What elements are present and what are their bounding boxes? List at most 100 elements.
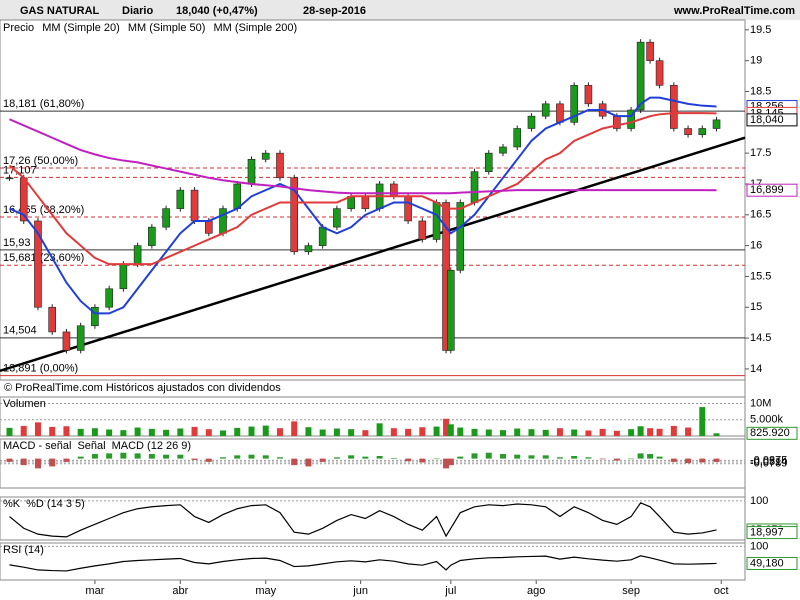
macd-bar bbox=[405, 458, 412, 462]
volume-bar bbox=[177, 428, 184, 436]
macd-bar bbox=[685, 458, 692, 464]
candle bbox=[627, 109, 635, 129]
legend-entry: MM (Simple 50) bbox=[128, 22, 206, 34]
volume-bar bbox=[499, 430, 506, 436]
macd-bar bbox=[656, 456, 663, 459]
macd-bar bbox=[699, 458, 706, 463]
level-label: 16,465 (38,20%) bbox=[3, 204, 84, 216]
macd-bar bbox=[390, 457, 397, 459]
candle bbox=[484, 152, 493, 172]
candle bbox=[513, 128, 522, 148]
panel-last-label: 825.920 bbox=[750, 427, 790, 439]
macd-bar bbox=[542, 455, 549, 459]
macd-bar bbox=[106, 453, 113, 459]
macd-bar bbox=[556, 457, 563, 459]
macd-bar bbox=[262, 455, 269, 459]
candle bbox=[318, 226, 327, 246]
last-label-box bbox=[746, 183, 798, 197]
macd-bar bbox=[443, 458, 450, 469]
macd-bar bbox=[134, 453, 141, 459]
ma-line bbox=[9, 96, 717, 315]
macd-bar bbox=[433, 458, 440, 460]
candle bbox=[527, 115, 536, 129]
volume-bar bbox=[333, 428, 340, 436]
panel-tick-label: -0,0514 bbox=[750, 456, 787, 468]
level-label: 13,891 (0,00%) bbox=[3, 363, 78, 375]
macd-bar bbox=[362, 456, 369, 459]
x-tick-label: sep bbox=[622, 585, 640, 597]
candle bbox=[119, 263, 128, 290]
indicator-line bbox=[9, 555, 717, 572]
y-tick-label: 14 bbox=[750, 363, 762, 375]
volume-bar bbox=[276, 428, 283, 436]
macd-bar bbox=[191, 458, 198, 460]
legend-entry: MM (Simple 200) bbox=[213, 22, 297, 34]
trend-line bbox=[0, 136, 746, 372]
y-tick-label: 15.5 bbox=[750, 270, 771, 282]
macd-bar bbox=[670, 458, 677, 462]
candle bbox=[361, 196, 370, 209]
panel-tick-label: 100 bbox=[750, 540, 768, 552]
ma-line bbox=[8, 112, 717, 266]
volume-bar bbox=[699, 407, 706, 436]
volume-bar bbox=[443, 418, 450, 436]
panel-tick-label: -0,0275 bbox=[750, 454, 787, 466]
candle bbox=[76, 325, 85, 351]
indicator-line bbox=[9, 502, 717, 538]
macd-bar bbox=[120, 452, 127, 459]
volume-bar bbox=[514, 428, 521, 436]
y-tick-label: 18.5 bbox=[750, 85, 771, 97]
candle bbox=[276, 152, 284, 179]
volume-bar bbox=[191, 426, 198, 436]
y-tick-label: 16.5 bbox=[750, 209, 771, 221]
volume-bar bbox=[585, 430, 592, 436]
candle bbox=[404, 196, 412, 222]
x-tick-label: jun bbox=[352, 585, 368, 597]
volume-bar bbox=[20, 425, 27, 436]
macd-bar bbox=[49, 458, 56, 467]
volume-bar bbox=[305, 427, 312, 436]
macd-bar bbox=[528, 455, 535, 459]
macd-bar bbox=[205, 458, 212, 462]
panel-tick-label: 5.000k bbox=[750, 414, 784, 426]
macd-bar bbox=[63, 458, 70, 462]
ma-line bbox=[9, 118, 717, 195]
volume-bar bbox=[685, 427, 692, 436]
volume-bar bbox=[528, 429, 535, 436]
candle bbox=[304, 245, 313, 253]
candle bbox=[446, 269, 455, 351]
volume-bar bbox=[234, 427, 241, 436]
volume-bar bbox=[599, 428, 606, 436]
macd-bar bbox=[585, 457, 592, 459]
candle bbox=[556, 103, 564, 123]
macd-bar bbox=[647, 454, 654, 459]
volume-bar bbox=[106, 429, 113, 436]
volume-bar bbox=[220, 430, 227, 436]
volume-bar bbox=[556, 428, 563, 436]
candle bbox=[233, 183, 242, 209]
macd-bar bbox=[6, 458, 13, 462]
footnote: © ProRealTime.com Históricos ajustados c… bbox=[4, 382, 281, 394]
last-label: 18,040 bbox=[750, 114, 784, 126]
candle bbox=[655, 60, 664, 86]
macd-bar bbox=[447, 458, 454, 466]
macd-bar bbox=[471, 453, 478, 459]
volume-bar bbox=[713, 433, 720, 436]
x-tick-label: may bbox=[255, 585, 276, 597]
macd-bar bbox=[276, 457, 283, 459]
volume-bar bbox=[49, 426, 56, 436]
macd-bar bbox=[419, 458, 426, 463]
macd-bar bbox=[599, 458, 606, 460]
volume-bar bbox=[148, 428, 155, 436]
volume-bar bbox=[163, 429, 170, 436]
x-tick-label: mar bbox=[85, 585, 104, 597]
level-label: 18,181 (61,80%) bbox=[3, 98, 84, 110]
macd-bar bbox=[713, 458, 720, 462]
panel-title: MACD (12 26 9) bbox=[112, 440, 191, 452]
macd-bar bbox=[333, 457, 340, 459]
macd-bar bbox=[220, 457, 227, 459]
last-label-box bbox=[746, 113, 798, 127]
volume-bar bbox=[205, 429, 212, 436]
panel-frame bbox=[0, 542, 746, 581]
candle bbox=[499, 146, 507, 154]
